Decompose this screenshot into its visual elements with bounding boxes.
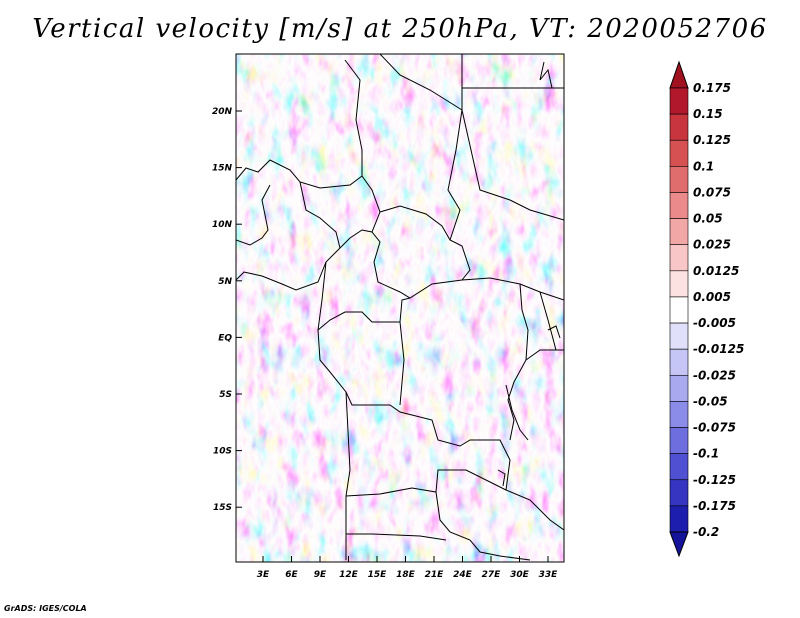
lat-label: 10S — [213, 447, 232, 457]
credit-text: GrADS: IGES/COLA — [4, 604, 87, 613]
country-borders — [236, 54, 564, 561]
colorbar-bottom-arrow — [669, 531, 689, 558]
colorbar-segment — [669, 401, 689, 428]
colorbar-label: 0.005 — [693, 290, 731, 304]
colorbar-label: 0.05 — [693, 212, 723, 226]
colorbar-segment — [669, 505, 689, 533]
vertical-velocity-field — [236, 54, 564, 562]
lon-label: 21E — [425, 570, 445, 580]
colorbar-label: -0.025 — [693, 368, 736, 382]
colorbar-label: -0.075 — [693, 421, 736, 435]
colorbar-label: 0.15 — [693, 107, 723, 121]
colorbar-segment — [669, 192, 689, 219]
colorbar-label: -0.1 — [693, 447, 719, 461]
latitude-axis: 20N 15N 10N 5N EQ 5S 10S 15S — [212, 107, 242, 513]
colorbar: 0.175 0.15 0.125 0.1 0.075 0.05 0.025 0.0125 0.0… — [669, 60, 744, 558]
colorbar-segment — [669, 218, 689, 246]
colorbar-segment — [669, 296, 689, 324]
colorbar-label: -0.175 — [693, 499, 736, 513]
colorbar-segment — [669, 479, 689, 507]
colorbar-segment — [669, 348, 689, 376]
chart-title: Vertical velocity [m/s] at 250hPa, VT: 2… — [32, 14, 768, 44]
colorbar-label: 0.125 — [693, 133, 731, 147]
colorbar-label: 0.025 — [693, 238, 731, 252]
colorbar-segment — [669, 374, 689, 402]
colorbar-label: -0.05 — [693, 394, 728, 408]
lat-label: EQ — [218, 333, 232, 343]
colorbar-label: -0.005 — [693, 316, 736, 330]
lat-label: 15N — [212, 164, 233, 174]
colorbar-segment — [669, 139, 689, 167]
colorbar-segment — [669, 166, 689, 193]
colorbar-segment — [669, 244, 689, 272]
lon-label: 12E — [339, 570, 359, 580]
lon-label: 15E — [368, 570, 388, 580]
lat-label: 5S — [219, 390, 232, 400]
lat-label: 5N — [218, 277, 232, 287]
colorbar-segment — [669, 270, 689, 298]
lon-label: 27E — [482, 570, 502, 580]
colorbar-segment — [669, 453, 689, 481]
longitude-axis: 3E 6E 9E 12E 15E 18E 21E 24E 27E 30E 33E — [257, 556, 558, 580]
colorbar-label: -0.0125 — [693, 342, 744, 356]
map-panel: 20N 15N 10N 5N EQ 5S 10S 15S 3E 6E 9E 12E 15E 18E 21E… — [212, 53, 565, 580]
colorbar-label: 0.0125 — [693, 264, 739, 278]
lon-label: 6E — [285, 570, 298, 580]
lon-label: 30E — [510, 570, 530, 580]
colorbar-label: -0.2 — [693, 525, 719, 539]
colorbar-label: 0.1 — [693, 159, 714, 173]
map-frame — [235, 53, 565, 563]
colorbar-label: 0.075 — [693, 185, 731, 199]
colorbar-label: -0.125 — [693, 473, 736, 487]
colorbar-segment — [669, 322, 689, 350]
colorbar-segment — [669, 87, 689, 115]
lat-label: 10N — [212, 220, 233, 230]
lat-label: 15S — [213, 503, 232, 513]
colorbar-top-arrow — [669, 60, 689, 89]
lat-label: 20N — [212, 107, 233, 117]
colorbar-segment — [669, 427, 689, 454]
lon-label: 33E — [539, 570, 559, 580]
lon-label: 18E — [396, 570, 416, 580]
lon-label: 24E — [453, 570, 473, 580]
colorbar-label: 0.175 — [693, 81, 731, 95]
lon-label: 9E — [314, 570, 327, 580]
colorbar-segment — [669, 113, 689, 141]
lon-label: 3E — [257, 570, 270, 580]
